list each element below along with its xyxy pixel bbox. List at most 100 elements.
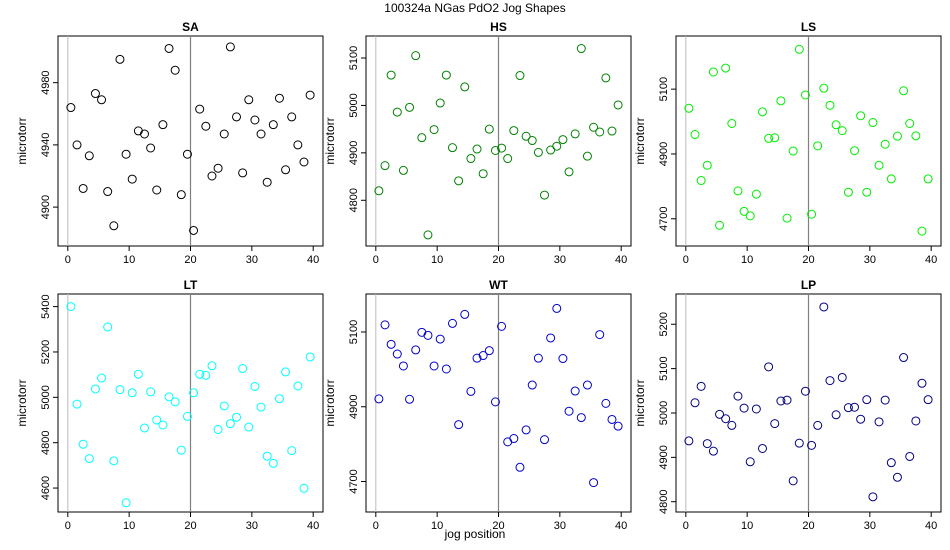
y-tick-label: 4900 — [40, 195, 52, 219]
data-point — [837, 372, 847, 382]
data-point — [460, 309, 470, 319]
data-point — [182, 411, 192, 421]
x-tick-label: 0 — [683, 254, 689, 266]
data-point — [97, 95, 107, 105]
data-point — [757, 443, 767, 453]
data-point — [176, 445, 186, 455]
data-point — [721, 414, 731, 424]
y-axis-label: microtorr — [633, 379, 647, 426]
data-point — [417, 133, 427, 143]
y-tick-label: 5100 — [348, 320, 360, 344]
panel-hs: HS 0 10 20 30 40 4800 4900 5000 5100 microtorr — [323, 20, 632, 266]
data-point — [899, 86, 909, 96]
panel-title: LP — [801, 278, 816, 292]
data-point — [127, 388, 137, 398]
data-point — [595, 330, 605, 340]
panel-title: LT — [184, 278, 198, 292]
x-tick-label: 40 — [307, 520, 319, 532]
x-tick-label: 40 — [925, 254, 937, 266]
data-point — [293, 381, 303, 391]
data-point — [837, 126, 847, 136]
x-axis-title: jog position — [444, 527, 506, 541]
data-point — [800, 386, 810, 396]
data-point — [819, 83, 829, 93]
data-point — [441, 70, 451, 80]
data-point — [305, 90, 315, 100]
data-point — [84, 151, 94, 161]
x-tick-label: 40 — [615, 520, 627, 532]
y-axis-label: microtorr — [633, 117, 647, 164]
data-point — [293, 140, 303, 150]
y-axis-label: microtorr — [323, 117, 337, 164]
data-point — [66, 103, 76, 113]
data-point — [570, 386, 580, 396]
data-point — [690, 398, 700, 408]
data-point — [466, 386, 476, 396]
data-point — [392, 107, 402, 117]
data-point — [503, 154, 513, 164]
x-tick-label: 10 — [431, 254, 443, 266]
data-point — [825, 376, 835, 386]
data-point — [702, 439, 712, 449]
data-point — [256, 402, 266, 412]
data-point — [807, 209, 817, 219]
data-point — [831, 120, 841, 130]
data-point — [727, 420, 737, 430]
x-tick-label: 30 — [246, 254, 258, 266]
data-point — [201, 121, 211, 131]
data-point — [176, 190, 186, 200]
y-tick-label: 5000 — [658, 401, 670, 425]
data-point — [158, 120, 168, 130]
x-tick-label: 20 — [802, 520, 814, 532]
data-point — [380, 320, 390, 330]
data-point — [601, 73, 611, 83]
y-tick-label: 5200 — [40, 340, 52, 364]
data-point — [917, 378, 927, 388]
x-tick-label: 30 — [554, 254, 566, 266]
data-point — [751, 189, 761, 199]
data-point — [708, 446, 718, 456]
data-point — [429, 125, 439, 135]
data-point — [684, 103, 694, 113]
data-point — [466, 154, 476, 164]
data-point — [386, 339, 396, 349]
data-point — [684, 436, 694, 446]
data-point — [189, 225, 199, 235]
data-point — [429, 361, 439, 371]
data-point — [115, 385, 125, 395]
data-point — [201, 370, 211, 380]
data-point — [533, 353, 543, 363]
data-point — [411, 51, 421, 61]
data-point — [527, 136, 537, 146]
data-point — [813, 420, 823, 430]
data-point — [540, 190, 550, 200]
x-tick-label: 0 — [373, 254, 379, 266]
x-tick-label: 10 — [741, 520, 753, 532]
data-point — [78, 183, 88, 193]
data-point — [139, 129, 149, 139]
data-point — [911, 131, 921, 141]
panel-title: SA — [182, 20, 199, 34]
data-point — [164, 392, 174, 402]
data-point — [856, 414, 866, 424]
data-point — [299, 157, 309, 167]
data-point — [745, 211, 755, 221]
data-point — [207, 361, 217, 371]
data-point — [764, 362, 774, 372]
data-point — [250, 115, 260, 125]
data-point — [213, 163, 223, 173]
data-point — [139, 423, 149, 433]
y-tick-label: 5000 — [40, 385, 52, 409]
y-tick-label: 4900 — [658, 142, 670, 166]
data-point — [923, 174, 933, 184]
data-point — [299, 483, 309, 493]
data-point — [66, 302, 76, 312]
data-point — [121, 498, 131, 508]
data-point — [133, 369, 143, 379]
data-point — [115, 54, 125, 64]
x-tick-label: 40 — [925, 520, 937, 532]
y-tick-label: 4900 — [348, 394, 360, 418]
x-tick-label: 10 — [123, 254, 135, 266]
y-tick-label: 4800 — [348, 188, 360, 212]
